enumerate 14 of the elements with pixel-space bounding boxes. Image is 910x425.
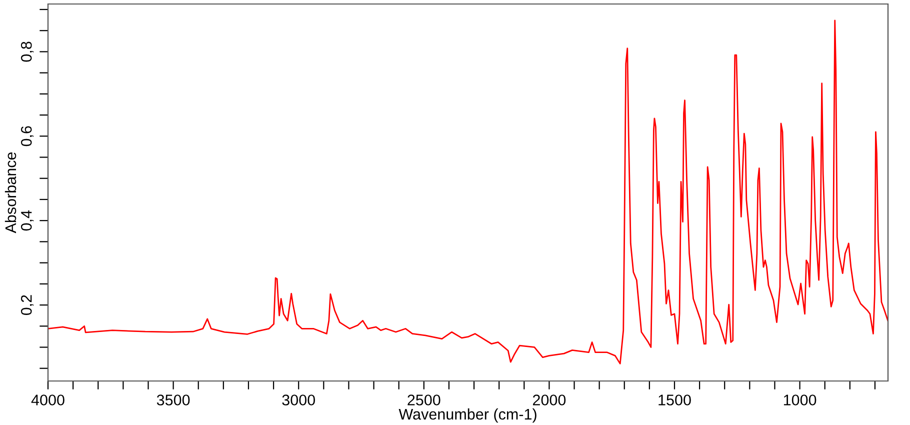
x-tick-label: 4000 xyxy=(31,394,64,406)
x-tick-label: 1000 xyxy=(784,394,816,406)
y-axis-title: Absorbance xyxy=(4,152,16,234)
y-tick-label: 0,4 xyxy=(20,210,34,231)
x-axis-title: Wavenumber (cm-1) xyxy=(398,408,536,423)
x-tick-label: 1500 xyxy=(658,394,691,406)
line-series xyxy=(48,20,888,364)
y-tick-label: 0,8 xyxy=(20,42,34,62)
x-tick-label: 2000 xyxy=(532,394,566,406)
y-tick-label: 0,6 xyxy=(20,126,34,146)
x-tick-label: 3000 xyxy=(282,394,315,406)
x-tick-label: 2500 xyxy=(408,394,440,406)
x-tick-label: 3500 xyxy=(156,394,190,406)
y-tick-label: 0,2 xyxy=(20,295,34,316)
